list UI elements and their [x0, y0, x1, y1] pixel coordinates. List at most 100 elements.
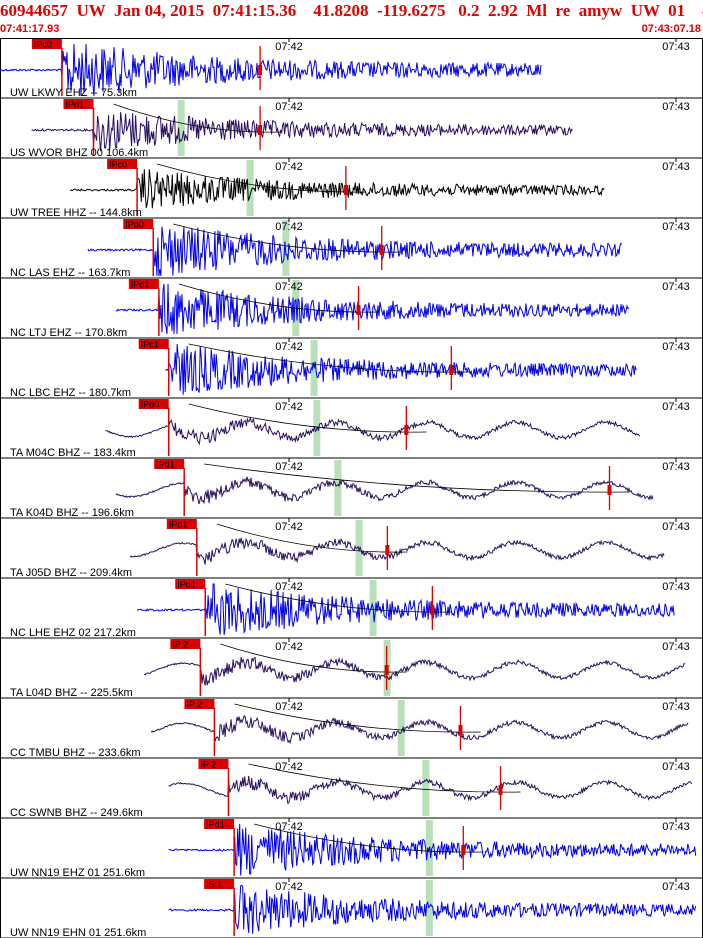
- coda-curve: [204, 463, 630, 493]
- trace-row: IPc0 07:42 07:43 UW LKWY EHZ -- 75.3km: [0, 38, 690, 99]
- waveform: [168, 775, 693, 804]
- theoretical-window: [334, 460, 342, 516]
- secondary-pick-mark: [430, 605, 435, 615]
- time-tick-label: 07:43: [662, 161, 690, 173]
- trace-row: IPc0 07:42 07:43 UW TREE HHZ -- 144.8km: [0, 157, 703, 219]
- coda-curve: [220, 643, 407, 673]
- trace-row: IPd1 07:42 07:43 UW NN19 EHZ 01 251.6km: [0, 817, 703, 879]
- trace-row: IPd1 07:42 07:43 NC LTJ EHZ -- 170.8km: [0, 277, 703, 339]
- station-label: US WVOR BHZ 00 106.4km: [10, 147, 148, 159]
- pick-label-box: [63, 99, 94, 109]
- secondary-pick-mark: [404, 425, 409, 435]
- time-tick-label: 07:42: [275, 401, 303, 413]
- theoretical-window: [422, 760, 430, 816]
- pick-label-box: [31, 39, 62, 49]
- waveform: [0, 43, 542, 97]
- station-label: NC LAS EHZ -- 163.7km: [10, 267, 130, 279]
- trace-row: IS 1 07:42 07:43 UW NN19 EHN 01 251.6km: [0, 877, 703, 938]
- trace-row: IP 2 07:42 07:43 CC TMBU BHZ -- 233.6km: [0, 697, 703, 759]
- pick-label: IPd1: [206, 820, 225, 830]
- waveform: [129, 537, 665, 565]
- pick-label: IPd0: [141, 400, 160, 410]
- time-tick-label: 07:43: [662, 341, 690, 353]
- pick-label: IS 1: [206, 880, 222, 890]
- time-tick-label: 07:42: [275, 701, 303, 713]
- pick-label-box: [123, 219, 154, 229]
- coda-curve: [253, 823, 484, 853]
- time-tick-label: 07:42: [275, 41, 303, 53]
- pick-label: IPc1: [141, 340, 159, 350]
- trace-row: IPd1 07:42 07:43 NC LHE EHZ 02 217.2km: [0, 577, 703, 639]
- time-tick-label: 07:42: [275, 881, 303, 893]
- secondary-pick-mark: [258, 125, 263, 135]
- pick-label: IPd1: [169, 520, 188, 530]
- time-tick-label: 07:43: [662, 401, 690, 413]
- station-label: CC SWNB BHZ -- 249.6km: [10, 807, 143, 819]
- pick-label-box: [204, 819, 235, 829]
- coda-curve: [178, 283, 379, 313]
- event-title: 60944657 UW Jan 04, 2015 07:41:15.36 41.…: [0, 1, 703, 20]
- waveform: [165, 343, 637, 395]
- time-tick-label: 07:43: [662, 821, 690, 833]
- time-tick-label: 07:43: [662, 221, 690, 233]
- coda-curve: [188, 403, 427, 433]
- theoretical-window: [246, 160, 254, 216]
- coda-curve: [225, 583, 453, 613]
- pick-label-box: [166, 519, 197, 529]
- pick-label-box: [175, 579, 206, 589]
- coda-curve: [156, 163, 366, 193]
- time-tick-label: 07:42: [275, 521, 303, 533]
- time-tick-label: 07:43: [662, 881, 690, 893]
- theoretical-window: [177, 100, 185, 156]
- secondary-pick-mark: [498, 785, 503, 795]
- coda-curve: [248, 763, 521, 793]
- trace-row: IPc1 07:42 07:43 NC LBC EHZ -- 180.7km: [0, 337, 703, 399]
- pick-label: IPc0: [109, 160, 127, 170]
- coda-curve: [173, 223, 402, 253]
- station-label: UW TREE HHZ -- 144.8km: [10, 207, 142, 219]
- time-tick-label: 07:42: [275, 641, 303, 653]
- time-tick-label: 07:42: [275, 821, 303, 833]
- pick-label: IPd1: [65, 100, 84, 110]
- trace-row: IPd1 07:42 07:43 US WVOR BHZ 00 106.4km: [0, 97, 703, 159]
- panel-frame: [0, 38, 703, 938]
- secondary-pick-mark: [385, 545, 390, 555]
- waveform: [136, 583, 675, 635]
- pick-label-box: [128, 279, 159, 289]
- theoretical-window: [355, 520, 363, 576]
- waveform: [87, 226, 623, 277]
- secondary-pick-mark: [258, 65, 263, 75]
- time-tick-label: 07:43: [662, 641, 690, 653]
- pick-label: IPd1: [177, 580, 196, 590]
- pick-label: IPd1: [131, 280, 150, 290]
- theoretical-window: [425, 880, 433, 936]
- time-tick-label: 07:42: [275, 341, 303, 353]
- station-label: TA L04D BHZ -- 225.5km: [10, 687, 133, 699]
- waveform: [115, 283, 630, 335]
- time-tick-label: 07:42: [275, 581, 303, 593]
- pick-label: IP 2: [186, 700, 202, 710]
- pick-label: IP 2: [200, 760, 216, 770]
- time-tick-label: 07:43: [662, 281, 690, 293]
- time-tick-label: 07:43: [662, 101, 690, 113]
- time-tick-label: 07:43: [662, 761, 690, 773]
- secondary-pick-mark: [384, 665, 389, 675]
- time-tick-label: 07:42: [275, 221, 303, 233]
- station-label: TA J05D BHZ -- 209.4km: [10, 567, 132, 579]
- pick-label-box: [107, 159, 138, 169]
- pick-label-box: [154, 459, 185, 469]
- station-label: UW LKWY EHZ -- 75.3km: [10, 87, 137, 99]
- pick-label-box: [138, 339, 169, 349]
- secondary-pick-mark: [607, 485, 612, 495]
- theoretical-window: [397, 700, 405, 756]
- station-label: UW NN19 EHZ 01 251.6km: [10, 867, 145, 879]
- station-label: CC TMBU BHZ -- 233.6km: [10, 747, 141, 759]
- time-tick-label: 07:42: [275, 161, 303, 173]
- coda-curve: [188, 343, 472, 373]
- secondary-pick-mark: [343, 185, 348, 195]
- trace-row: IPd1 07:42 07:43 TA K04D BHZ -- 196.6km: [0, 457, 703, 519]
- pick-label-box: [184, 699, 215, 709]
- secondary-pick-mark: [461, 845, 466, 855]
- secondary-pick-mark: [379, 245, 384, 255]
- pick-label-box: [198, 759, 229, 769]
